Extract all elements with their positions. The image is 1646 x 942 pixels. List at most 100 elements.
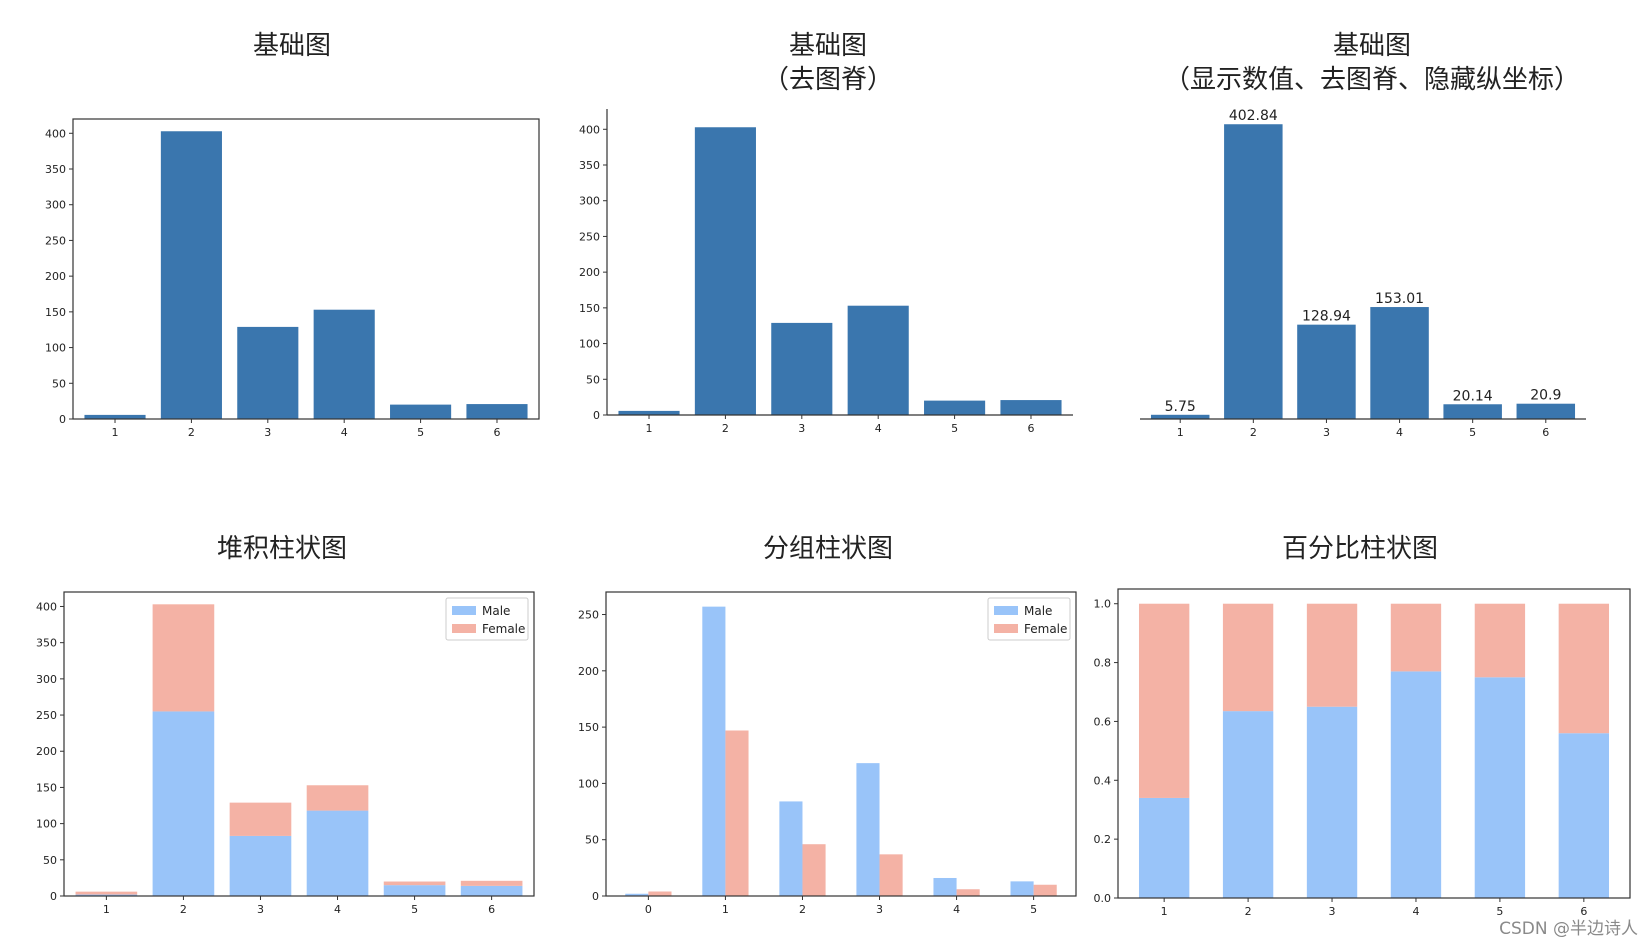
legend-swatch (452, 606, 476, 615)
data-label: 402.84 (1229, 108, 1278, 124)
y-tick-label: 0.4 (1094, 774, 1112, 787)
y-tick-label: 1.0 (1094, 598, 1112, 611)
bar-female (1222, 603, 1274, 712)
bar-male (1390, 671, 1442, 898)
bar-female (1306, 603, 1358, 707)
bar-female (229, 802, 292, 836)
x-tick-label: 2 (1250, 426, 1257, 439)
data-label: 20.14 (1453, 388, 1493, 404)
x-tick-label: 3 (264, 426, 271, 439)
x-tick-label: 5 (951, 422, 958, 435)
bar-male (152, 711, 215, 896)
bar (1516, 403, 1576, 419)
bar-female (802, 844, 826, 896)
bar-male (1558, 733, 1610, 898)
chart4-plot: 0 50 100 150 200 250 300 350 400 1 2 3 4 5 6 Male Female (36, 591, 535, 916)
bar-male (1010, 881, 1034, 896)
y-tick-label: 0 (592, 890, 599, 903)
bar-male (625, 893, 649, 896)
plot-frame (72, 118, 540, 420)
chart3-subtitle: （显示数值、去图脊、隐藏纵坐标） (1164, 65, 1580, 95)
data-label: 128.94 (1302, 309, 1351, 325)
y-tick-label: 50 (585, 834, 599, 847)
y-tick-label: 400 (45, 127, 66, 140)
bar-female (1558, 603, 1610, 734)
y-tick-label: 150 (45, 306, 66, 319)
y-tick-label: 250 (578, 609, 599, 622)
x-tick-label: 0 (645, 903, 652, 916)
y-tick-label: 0.8 (1094, 657, 1112, 670)
x-tick-label: 1 (103, 903, 110, 916)
y-tick-label: 200 (578, 665, 599, 678)
bar-female (879, 854, 903, 896)
x-tick-label: 1 (1161, 905, 1168, 918)
bar (1000, 400, 1062, 415)
bar-male (1222, 711, 1274, 898)
bar-female (152, 604, 215, 712)
bar-male (306, 810, 369, 896)
x-tick-label: 2 (1245, 905, 1252, 918)
bar (771, 322, 833, 415)
bar (1443, 404, 1502, 419)
x-tick-label: 6 (1580, 905, 1587, 918)
plot-frame (63, 591, 535, 897)
watermark: CSDN @半边诗人 (1499, 919, 1638, 939)
y-tick-label: 200 (36, 745, 57, 758)
bar-female (1390, 603, 1442, 672)
bar-male (383, 885, 446, 896)
y-tick-label: 300 (36, 673, 57, 686)
bar-male (1138, 797, 1190, 898)
y-tick-label: 300 (579, 195, 600, 208)
y-tick-label: 50 (586, 373, 600, 386)
bar (1224, 124, 1283, 420)
chart2-title: 基础图 (789, 31, 867, 61)
x-tick-label: 2 (722, 422, 729, 435)
x-tick-label: 5 (411, 903, 418, 916)
bar (160, 131, 222, 419)
legend-swatch (452, 624, 476, 633)
x-tick-label: 1 (112, 426, 119, 439)
legend-label: Female (482, 622, 525, 636)
y-tick-label: 200 (45, 270, 66, 283)
x-tick-label: 5 (1496, 905, 1503, 918)
y-tick-label: 250 (36, 709, 57, 722)
y-tick-label: 0.2 (1094, 833, 1112, 846)
chart5-plot: 0 50 100 150 200 250 0 1 2 3 4 5 Male Female (578, 591, 1077, 916)
bar-female (306, 785, 369, 811)
x-tick-label: 5 (1030, 903, 1037, 916)
bar-female (75, 891, 138, 895)
y-tick-label: 50 (43, 854, 57, 867)
chart2-plot: 0 50 100 150 200 250 300 350 400 1 2 3 4 5 6 (579, 109, 1073, 435)
data-label: 153.01 (1375, 291, 1424, 307)
legend-swatch (994, 606, 1018, 615)
legend-swatch (994, 624, 1018, 633)
y-tick-label: 200 (579, 266, 600, 279)
y-tick-label: 300 (45, 199, 66, 212)
data-label: 20.9 (1530, 388, 1561, 404)
chart4-title: 堆积柱状图 (217, 534, 347, 564)
y-tick-label: 350 (45, 163, 66, 176)
x-tick-label: 3 (1323, 426, 1330, 439)
chart1-plot: 0 50 100 150 200 250 300 350 400 1 2 3 4 5 6 (45, 118, 540, 439)
y-tick-label: 0 (50, 890, 57, 903)
bar-male (702, 606, 726, 896)
bar (390, 404, 452, 419)
chart6-plot: 0.0 0.2 0.4 0.6 0.8 1.0 1 2 3 4 5 6 (1094, 588, 1631, 918)
x-tick-label: 6 (1542, 426, 1549, 439)
x-tick-label: 6 (493, 426, 500, 439)
x-tick-label: 1 (646, 422, 653, 435)
bar (924, 400, 986, 415)
y-tick-label: 350 (36, 637, 57, 650)
bar-female (725, 730, 749, 896)
x-tick-label: 2 (188, 426, 195, 439)
x-tick-label: 4 (1396, 426, 1403, 439)
bar-male (1474, 677, 1526, 898)
x-tick-label: 4 (875, 422, 882, 435)
x-tick-label: 3 (876, 903, 883, 916)
data-label: 5.75 (1165, 399, 1196, 415)
bar-male (460, 885, 523, 896)
y-tick-label: 400 (36, 600, 57, 613)
bar (694, 127, 756, 415)
x-tick-label: 3 (798, 422, 805, 435)
